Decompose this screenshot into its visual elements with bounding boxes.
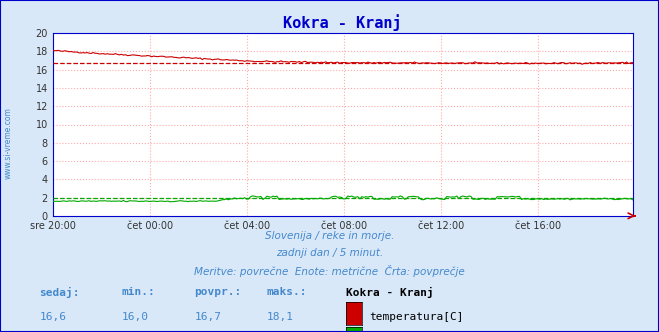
Text: Meritve: povrečne  Enote: metrične  Črta: povprečje: Meritve: povrečne Enote: metrične Črta: …	[194, 265, 465, 277]
Text: Kokra - Kranj: Kokra - Kranj	[346, 287, 434, 298]
Text: 16,6: 16,6	[40, 312, 67, 322]
Text: Slovenija / reke in morje.: Slovenija / reke in morje.	[265, 231, 394, 241]
Text: min.:: min.:	[122, 287, 156, 297]
Text: 18,1: 18,1	[267, 312, 294, 322]
Text: www.si-vreme.com: www.si-vreme.com	[4, 107, 13, 179]
Text: zadnji dan / 5 minut.: zadnji dan / 5 minut.	[276, 248, 383, 258]
Text: 16,7: 16,7	[194, 312, 221, 322]
Text: temperatura[C]: temperatura[C]	[369, 312, 463, 322]
Text: povpr.:: povpr.:	[194, 287, 242, 297]
Text: maks.:: maks.:	[267, 287, 307, 297]
Text: sedaj:: sedaj:	[40, 287, 80, 298]
Text: 16,0: 16,0	[122, 312, 149, 322]
Title: Kokra - Kranj: Kokra - Kranj	[283, 14, 402, 31]
